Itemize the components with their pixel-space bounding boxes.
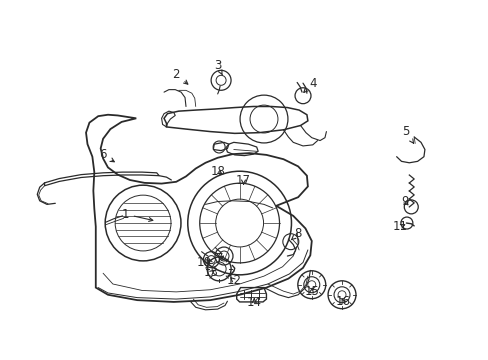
Text: 17: 17 (236, 174, 250, 187)
Text: 12: 12 (226, 274, 241, 287)
Text: 2: 2 (172, 68, 187, 84)
Text: 6: 6 (99, 148, 114, 162)
Text: 7: 7 (216, 252, 224, 265)
Text: 14: 14 (246, 296, 261, 309)
Text: 11: 11 (392, 220, 407, 233)
Text: 10: 10 (197, 256, 211, 269)
Text: 1: 1 (121, 208, 152, 221)
Text: 4: 4 (303, 77, 316, 93)
Text: 13: 13 (203, 266, 218, 279)
Text: 15: 15 (304, 285, 319, 298)
Text: 16: 16 (335, 296, 350, 309)
Text: 5: 5 (401, 125, 413, 143)
Text: 3: 3 (214, 59, 222, 75)
Text: 8: 8 (291, 227, 301, 240)
Text: 18: 18 (210, 165, 224, 177)
Text: 9: 9 (401, 195, 408, 208)
